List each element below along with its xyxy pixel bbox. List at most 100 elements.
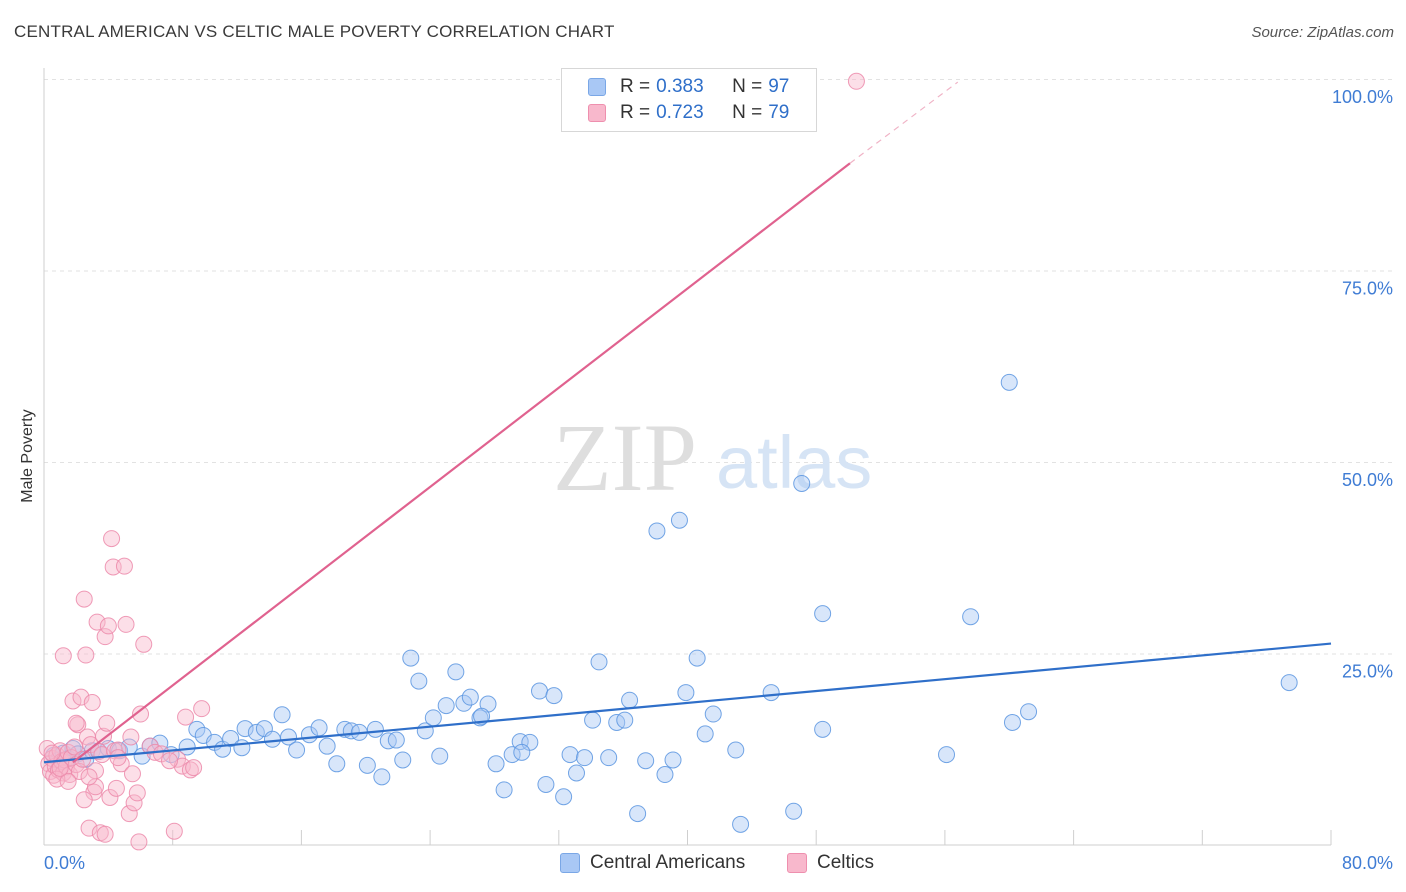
data-point[interactable] xyxy=(64,692,82,710)
data-point[interactable] xyxy=(135,635,153,653)
series-legend-central-americans[interactable]: Central Americans xyxy=(560,852,745,874)
data-point[interactable] xyxy=(402,649,420,667)
data-point[interactable] xyxy=(785,802,803,820)
data-point[interactable] xyxy=(222,730,240,748)
data-point[interactable] xyxy=(576,749,594,767)
data-point[interactable] xyxy=(93,746,111,764)
data-point[interactable] xyxy=(123,765,141,783)
data-point[interactable] xyxy=(387,731,405,749)
data-point[interactable] xyxy=(318,737,336,755)
data-point[interactable] xyxy=(95,727,113,745)
data-point[interactable] xyxy=(584,711,602,729)
data-point[interactable] xyxy=(125,794,143,812)
data-point[interactable] xyxy=(495,781,513,799)
data-point[interactable] xyxy=(1000,373,1018,391)
data-point[interactable] xyxy=(115,557,133,575)
data-point[interactable] xyxy=(67,714,85,732)
data-point[interactable] xyxy=(193,700,211,718)
data-point[interactable] xyxy=(99,617,117,635)
data-point[interactable] xyxy=(373,768,391,786)
data-point[interactable] xyxy=(513,743,531,761)
data-point[interactable] xyxy=(670,511,688,529)
data-point[interactable] xyxy=(762,684,780,702)
data-point[interactable] xyxy=(165,822,183,840)
data-point[interactable] xyxy=(394,751,412,769)
data-point[interactable] xyxy=(637,752,655,770)
data-point[interactable] xyxy=(447,663,465,681)
data-point[interactable] xyxy=(688,649,706,667)
data-point[interactable] xyxy=(122,728,140,746)
data-point[interactable] xyxy=(61,766,79,784)
data-point[interactable] xyxy=(75,590,93,608)
data-point[interactable] xyxy=(567,764,585,782)
data-point[interactable] xyxy=(132,705,150,723)
data-point[interactable] xyxy=(178,738,196,756)
data-point[interactable] xyxy=(59,772,77,790)
data-point[interactable] xyxy=(107,779,125,797)
data-point[interactable] xyxy=(530,682,548,700)
data-point[interactable] xyxy=(793,474,811,492)
data-point[interactable] xyxy=(545,687,563,705)
data-point[interactable] xyxy=(431,747,449,765)
data-point[interactable] xyxy=(366,720,384,738)
data-point[interactable] xyxy=(188,720,206,738)
data-point[interactable] xyxy=(358,756,376,774)
data-point[interactable] xyxy=(288,741,306,759)
data-point[interactable] xyxy=(616,711,634,729)
data-point[interactable] xyxy=(83,694,101,712)
data-point[interactable] xyxy=(185,759,203,777)
data-point[interactable] xyxy=(247,723,265,741)
data-point[interactable] xyxy=(328,755,346,773)
data-point[interactable] xyxy=(1003,713,1021,731)
data-point[interactable] xyxy=(621,691,639,709)
data-point[interactable] xyxy=(72,688,90,706)
data-point[interactable] xyxy=(43,744,61,762)
data-point[interactable] xyxy=(38,739,56,757)
data-point[interactable] xyxy=(80,819,98,837)
data-point[interactable] xyxy=(273,706,291,724)
data-point[interactable] xyxy=(80,768,98,786)
data-point[interactable] xyxy=(233,739,251,757)
data-point[interactable] xyxy=(54,647,72,665)
data-point[interactable] xyxy=(455,694,473,712)
data-point[interactable] xyxy=(109,749,127,767)
data-point[interactable] xyxy=(86,778,104,796)
data-point[interactable] xyxy=(814,605,832,623)
data-point[interactable] xyxy=(727,741,745,759)
data-point[interactable] xyxy=(77,646,95,664)
data-point[interactable] xyxy=(310,719,328,737)
data-point[interactable] xyxy=(103,530,121,548)
data-point[interactable] xyxy=(487,755,505,773)
data-point[interactable] xyxy=(128,784,146,802)
data-point[interactable] xyxy=(629,805,647,823)
data-point[interactable] xyxy=(473,707,491,725)
data-point[interactable] xyxy=(656,766,674,784)
data-point[interactable] xyxy=(461,688,479,706)
data-point[interactable] xyxy=(48,770,66,788)
data-point[interactable] xyxy=(1020,703,1038,721)
data-point[interactable] xyxy=(664,751,682,769)
data-point[interactable] xyxy=(677,684,695,702)
data-point[interactable] xyxy=(847,72,865,90)
data-point[interactable] xyxy=(98,714,116,732)
data-point[interactable] xyxy=(732,815,750,833)
data-point[interactable] xyxy=(96,825,114,843)
data-point[interactable] xyxy=(51,759,69,777)
data-point[interactable] xyxy=(88,613,106,631)
data-point[interactable] xyxy=(263,730,281,748)
data-point[interactable] xyxy=(410,672,428,690)
data-point[interactable] xyxy=(160,752,178,770)
data-point[interactable] xyxy=(561,746,579,764)
data-point[interactable] xyxy=(938,746,956,764)
data-point[interactable] xyxy=(696,725,714,743)
data-point[interactable] xyxy=(814,720,832,738)
data-point[interactable] xyxy=(590,653,608,671)
data-point[interactable] xyxy=(437,697,455,715)
data-point[interactable] xyxy=(537,775,555,793)
data-point[interactable] xyxy=(101,789,119,807)
data-point[interactable] xyxy=(704,705,722,723)
series-legend-celtics[interactable]: Celtics xyxy=(787,852,874,874)
data-point[interactable] xyxy=(117,615,135,633)
data-point[interactable] xyxy=(120,805,138,823)
data-point[interactable] xyxy=(75,791,93,809)
